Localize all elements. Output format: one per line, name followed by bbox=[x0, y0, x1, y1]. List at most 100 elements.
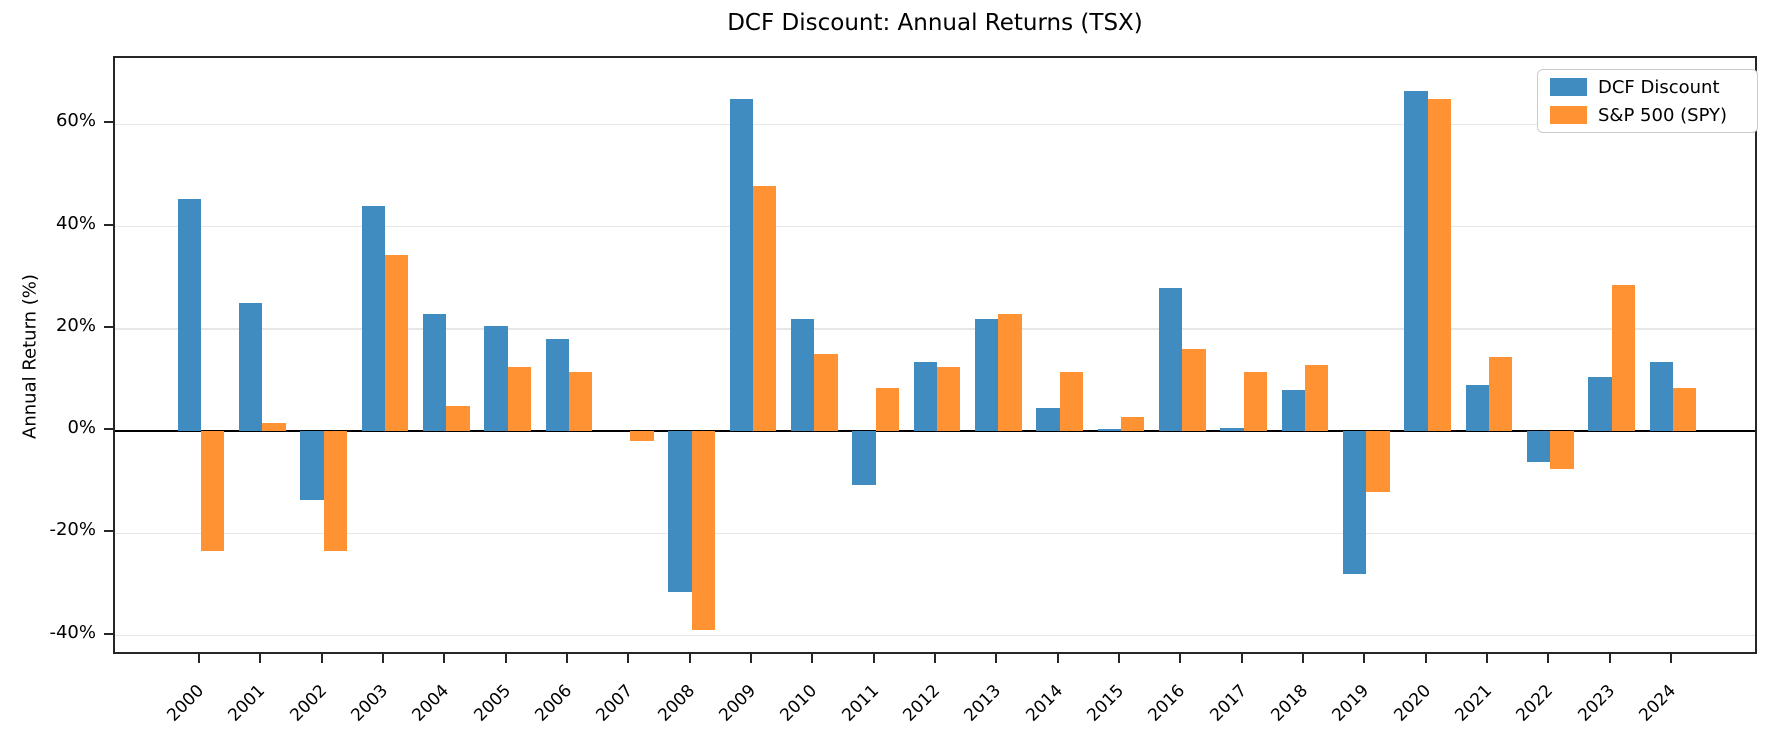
xtick-mark-2018 bbox=[1302, 654, 1305, 663]
bar-spy-2006 bbox=[568, 372, 593, 432]
xtick-label-2008: 2008 bbox=[653, 680, 699, 726]
plot-area bbox=[113, 56, 1757, 654]
bar-dcf-2018 bbox=[1281, 390, 1306, 432]
xtick-label-2002: 2002 bbox=[285, 680, 331, 726]
xtick-label-2005: 2005 bbox=[469, 680, 515, 726]
xtick-label-2019: 2019 bbox=[1328, 680, 1374, 726]
xtick-label-2018: 2018 bbox=[1267, 680, 1313, 726]
bar-spy-2021 bbox=[1489, 357, 1513, 432]
xtick-mark-2019 bbox=[1363, 654, 1366, 663]
xtick-label-2000: 2000 bbox=[163, 680, 208, 726]
xtick-mark-2024 bbox=[1670, 654, 1673, 663]
ytick-mark-60 bbox=[104, 121, 113, 124]
ytick-label-40: 40% bbox=[55, 212, 96, 234]
bar-spy-2018 bbox=[1305, 364, 1329, 432]
bar-dcf-2001 bbox=[238, 303, 263, 432]
xtick-label-2009: 2009 bbox=[715, 680, 761, 726]
xtick-label-2013: 2013 bbox=[960, 680, 1006, 726]
xtick-label-2016: 2016 bbox=[1144, 680, 1190, 726]
ytick-mark-40 bbox=[104, 223, 113, 226]
xtick-mark-2021 bbox=[1486, 654, 1489, 663]
xtick-mark-2016 bbox=[1179, 654, 1182, 663]
xtick-mark-2000 bbox=[197, 654, 200, 663]
gridline-y-60 bbox=[115, 123, 1755, 126]
bar-spy-2012 bbox=[937, 367, 961, 432]
bar-spy-2000 bbox=[200, 431, 225, 552]
xtick-mark-2012 bbox=[934, 654, 936, 663]
xtick-label-2011: 2011 bbox=[837, 680, 883, 726]
bar-dcf-2017 bbox=[1220, 427, 1244, 432]
xtick-mark-2023 bbox=[1608, 654, 1611, 663]
gridline-y-40 bbox=[115, 225, 1755, 228]
bar-spy-2014 bbox=[1059, 372, 1083, 432]
bar-spy-2009 bbox=[752, 185, 777, 432]
bar-dcf-2012 bbox=[913, 362, 937, 432]
bar-spy-2008 bbox=[691, 431, 715, 631]
ytick-label-60: 60% bbox=[55, 110, 96, 132]
xtick-label-2015: 2015 bbox=[1083, 680, 1129, 726]
bar-spy-2023 bbox=[1611, 285, 1636, 432]
ytick-label--40: -40% bbox=[49, 621, 96, 643]
xtick-label-2017: 2017 bbox=[1206, 680, 1251, 726]
bar-spy-2019 bbox=[1366, 431, 1390, 493]
xtick-mark-2011 bbox=[872, 654, 875, 663]
bar-spy-2007 bbox=[630, 431, 654, 442]
gridline-y--40 bbox=[115, 634, 1755, 637]
bar-dcf-2015 bbox=[1097, 429, 1122, 432]
xtick-mark-2005 bbox=[504, 654, 507, 663]
ytick-mark--20 bbox=[104, 530, 113, 533]
bar-dcf-2008 bbox=[668, 431, 692, 593]
xtick-label-2006: 2006 bbox=[531, 680, 577, 726]
gridline-y-20 bbox=[115, 328, 1755, 330]
bar-spy-2011 bbox=[875, 387, 899, 432]
xtick-mark-2014 bbox=[1056, 654, 1059, 663]
xtick-label-2022: 2022 bbox=[1512, 680, 1558, 726]
bar-dcf-2021 bbox=[1465, 385, 1490, 432]
bar-dcf-2023 bbox=[1588, 377, 1612, 432]
bar-dcf-2010 bbox=[791, 318, 815, 432]
bar-dcf-2019 bbox=[1343, 431, 1367, 575]
legend-item-spy: S&P 500 (SPY) bbox=[1550, 105, 1745, 126]
ytick-label-20: 20% bbox=[55, 314, 96, 336]
xtick-label-2014: 2014 bbox=[1022, 680, 1067, 726]
ytick-mark--40 bbox=[104, 632, 113, 635]
bar-dcf-2005 bbox=[484, 326, 508, 432]
xtick-mark-2003 bbox=[381, 654, 384, 663]
xtick-mark-2015 bbox=[1118, 654, 1121, 663]
xtick-mark-2020 bbox=[1424, 654, 1427, 663]
bar-spy-2022 bbox=[1550, 431, 1574, 470]
xtick-mark-2009 bbox=[749, 654, 752, 663]
bar-dcf-2014 bbox=[1036, 408, 1060, 432]
xtick-label-2024: 2024 bbox=[1635, 680, 1681, 726]
legend: DCF Discount S&P 500 (SPY) bbox=[1537, 69, 1758, 133]
bar-spy-2002 bbox=[323, 431, 347, 552]
xtick-mark-2002 bbox=[320, 654, 323, 663]
bar-spy-2010 bbox=[814, 354, 838, 432]
bar-spy-2003 bbox=[384, 254, 409, 432]
bar-spy-2015 bbox=[1121, 417, 1145, 432]
xtick-mark-2022 bbox=[1547, 654, 1550, 663]
bar-dcf-2020 bbox=[1404, 91, 1428, 432]
legend-label-spy: S&P 500 (SPY) bbox=[1598, 104, 1728, 126]
xtick-label-2003: 2003 bbox=[347, 680, 392, 726]
xtick-label-2021: 2021 bbox=[1451, 680, 1497, 726]
xtick-label-2007: 2007 bbox=[592, 680, 638, 726]
xtick-mark-2008 bbox=[688, 654, 691, 663]
bar-dcf-2009 bbox=[729, 98, 753, 432]
xtick-mark-2013 bbox=[995, 654, 998, 663]
xtick-mark-2010 bbox=[811, 654, 814, 663]
xtick-mark-2007 bbox=[627, 654, 630, 663]
xtick-mark-2004 bbox=[443, 654, 446, 663]
bar-dcf-2024 bbox=[1649, 362, 1674, 432]
bar-spy-2004 bbox=[446, 405, 470, 432]
bar-spy-2024 bbox=[1673, 387, 1697, 432]
ytick-mark-20 bbox=[104, 325, 113, 328]
ytick-label--20: -20% bbox=[49, 519, 96, 541]
gridline-y--20 bbox=[115, 532, 1755, 535]
bar-dcf-2013 bbox=[975, 318, 999, 432]
legend-swatch-dcf bbox=[1550, 78, 1587, 96]
bar-spy-2020 bbox=[1427, 98, 1452, 432]
bar-dcf-2004 bbox=[422, 313, 447, 432]
bar-spy-2016 bbox=[1182, 349, 1206, 432]
